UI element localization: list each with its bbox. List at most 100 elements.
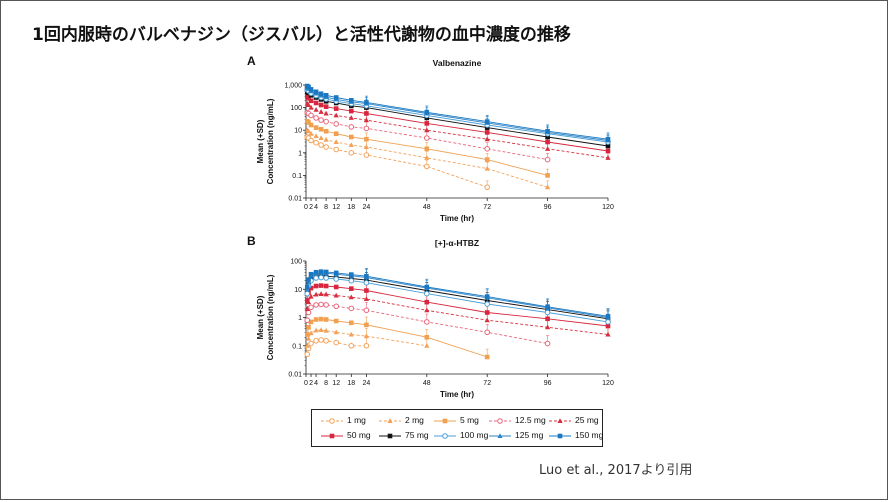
data-point <box>333 112 339 118</box>
legend-swatch <box>489 418 511 424</box>
y-tick-label: 0.1 <box>292 173 302 180</box>
data-point <box>304 317 311 324</box>
y-axis-label: Concentration (ng/mL) <box>266 98 275 184</box>
data-point <box>313 317 319 322</box>
data-point <box>605 155 611 160</box>
data-point <box>484 130 490 135</box>
data-point <box>484 184 490 191</box>
data-point <box>323 93 329 98</box>
data-point <box>424 319 430 325</box>
data-point <box>363 152 370 158</box>
y-tick-label: 1 <box>298 315 302 322</box>
x-tick-label: 48 <box>423 380 431 387</box>
series-100-mg <box>304 274 611 325</box>
data-point <box>308 137 314 144</box>
x-tick-label: 48 <box>423 204 431 211</box>
data-point <box>308 285 314 291</box>
data-point <box>333 303 339 310</box>
data-point <box>304 284 310 290</box>
legend-marker <box>442 433 448 439</box>
data-point <box>545 173 550 178</box>
data-point <box>484 301 490 307</box>
data-point <box>313 89 319 95</box>
data-point <box>323 283 329 289</box>
data-point <box>545 134 550 140</box>
legend-swatch <box>379 418 401 423</box>
data-point <box>363 342 370 349</box>
data-point <box>348 115 354 120</box>
data-point <box>605 143 611 149</box>
data-point <box>333 284 339 290</box>
data-point <box>313 302 319 308</box>
data-point <box>424 121 430 126</box>
data-point <box>323 275 329 281</box>
data-point <box>605 319 611 325</box>
data-point <box>424 299 430 305</box>
data-point <box>424 109 430 115</box>
data-point <box>484 165 490 171</box>
data-point <box>305 102 312 108</box>
legend-label: 5 mg <box>460 415 479 425</box>
data-point <box>308 330 314 336</box>
x-axis-label: Time (hr) <box>440 214 474 223</box>
data-point <box>605 323 611 329</box>
legend-swatch <box>434 418 456 424</box>
data-point <box>313 125 319 130</box>
legend-swatch <box>434 433 456 439</box>
data-point <box>544 156 551 163</box>
y-tick-label: 0.01 <box>288 196 302 203</box>
legend-marker <box>387 433 393 439</box>
y-tick-label: 0.1 <box>292 343 302 350</box>
legend-label: 75 mg <box>405 430 429 440</box>
data-point <box>544 340 551 347</box>
data-point <box>313 100 319 106</box>
data-point <box>484 317 490 323</box>
data-point <box>304 306 310 311</box>
series-line <box>307 87 609 141</box>
data-point <box>305 128 312 134</box>
series-1-mg <box>304 337 370 358</box>
data-point <box>318 316 324 322</box>
legend-label: 1 mg <box>347 415 366 425</box>
data-point <box>318 269 324 274</box>
legend-label: 12.5 mg <box>515 415 546 425</box>
data-point <box>605 314 611 319</box>
series-line <box>306 293 609 335</box>
data-point <box>308 112 314 119</box>
data-point <box>333 131 339 137</box>
legend-label: 100 mg <box>460 430 489 440</box>
data-point <box>484 294 490 299</box>
legend-marker <box>442 418 448 424</box>
series-line <box>306 318 488 358</box>
series-line <box>307 112 548 161</box>
data-point <box>323 302 329 308</box>
data-point <box>318 126 324 132</box>
x-tick-label: 18 <box>347 204 355 211</box>
data-point <box>306 277 311 282</box>
data-point <box>348 150 355 156</box>
data-point <box>363 279 370 286</box>
data-point <box>364 288 369 293</box>
data-point <box>348 142 354 148</box>
data-point <box>323 337 329 344</box>
y-axis-label: Concentration (ng/mL) <box>266 274 275 360</box>
x-tick-label: 4 <box>314 380 318 387</box>
data-point <box>318 291 324 296</box>
legend-swatch <box>549 418 571 423</box>
data-point <box>363 117 369 123</box>
chart-legend: 1 mg 2 mg 5 mg 12.5 mg 25 mg 50 mg 75 mg 100 mg… <box>311 409 603 447</box>
data-point <box>333 139 339 145</box>
x-tick-label: 72 <box>483 204 491 211</box>
legend-label: 25 mg <box>575 415 599 425</box>
data-point <box>333 339 339 346</box>
series-25-mg <box>304 100 611 160</box>
data-point <box>313 106 319 112</box>
data-point <box>308 130 314 136</box>
data-point <box>308 104 314 110</box>
data-point <box>348 294 354 300</box>
data-point <box>424 290 430 297</box>
data-point <box>364 111 369 116</box>
series-25-mg <box>304 290 611 337</box>
data-point <box>349 134 354 140</box>
